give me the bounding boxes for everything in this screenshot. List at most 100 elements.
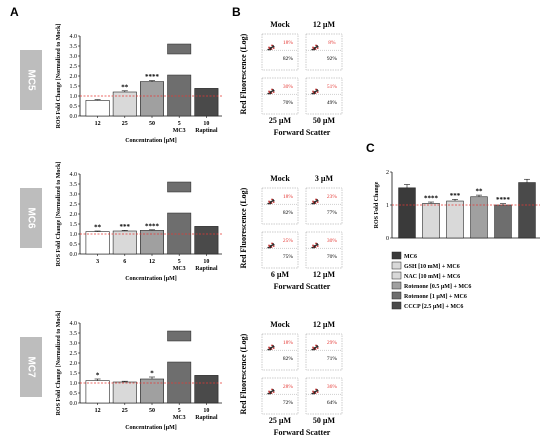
y-tick-label: 2.0 (70, 361, 78, 367)
scatter-dot (311, 202, 314, 205)
x-tick-label: 10 (203, 408, 209, 414)
significance-label: **** (145, 73, 160, 81)
scatter-dot (315, 198, 317, 201)
percent-high: 51% (327, 84, 338, 90)
scatter-dot (312, 90, 314, 93)
y-tick-label: 1.5 (70, 222, 78, 228)
x-tick-label: 50 (149, 408, 155, 414)
scatter-dot (269, 202, 271, 205)
flow-plot-cell (261, 77, 299, 115)
bar (112, 230, 137, 255)
scatter-dot (312, 244, 314, 247)
y-axis-label: ROS Fold Change [Normalized to Mock] (56, 311, 62, 416)
scatter-dot (312, 390, 314, 393)
x-tick-label: 10 (203, 121, 209, 127)
y-tick-label: 1.5 (70, 84, 78, 90)
scatter-dot (315, 244, 318, 246)
side-label-box (20, 50, 42, 110)
flow-plot-cell (305, 377, 343, 415)
legend-label: NAC [10 mM] + MC6 (404, 274, 460, 280)
side-label: MC5 (25, 69, 36, 91)
y-tick-label: 3.0 (70, 54, 78, 60)
flow-bottom-label: 25 µM (269, 116, 292, 125)
scatter-dot (312, 200, 314, 203)
scatter-dot (315, 88, 317, 91)
flow-bottom-label: 50 µM (313, 416, 336, 425)
percent-low: 70% (283, 100, 294, 106)
y-axis-label: ROS Fold Change [Normalized to Mock] (56, 162, 62, 267)
y-tick-label: 2.5 (70, 64, 78, 70)
flow-bottom-label: 25 µM (269, 416, 292, 425)
flow-plot-cell (261, 231, 299, 269)
scatter-dot (313, 392, 315, 395)
flow-x-label: Forward Scatter (274, 128, 331, 137)
scatter-dot (272, 347, 275, 349)
significance-label: ** (94, 224, 102, 232)
percent-high: 23% (327, 194, 338, 200)
flow-x-label: Forward Scatter (274, 282, 331, 291)
scatter-dot (272, 201, 275, 203)
x-tick-label: 5 (178, 259, 181, 265)
side-label-box (20, 337, 42, 397)
legend-label: GSH [10 mM] + MC6 (404, 264, 460, 270)
y-tick-label: 3.5 (70, 44, 78, 50)
bar (194, 88, 219, 117)
y-axis-label: ROS Fold Change [Normalized to Mock] (56, 24, 62, 129)
scatter-dot (315, 344, 317, 347)
x-tick-sublabel: Raptinal (195, 415, 218, 421)
percent-high: 18% (283, 40, 294, 46)
x-axis-label: Concentration [µM] (125, 138, 177, 144)
y-tick-label: 1 (386, 203, 389, 209)
bar (167, 43, 192, 55)
significance-label: ** (476, 188, 484, 196)
x-tick-sublabel: MC3 (173, 266, 186, 272)
scatter-dot (316, 245, 319, 247)
bar (140, 81, 164, 117)
y-tick-label: 3.5 (70, 331, 78, 337)
scatter-dot (315, 388, 317, 391)
y-tick-label: 4.0 (70, 34, 78, 40)
legend-swatch (391, 281, 402, 290)
scatter-dot (313, 48, 315, 51)
significance-label: **** (496, 196, 511, 204)
scatter-dot (313, 246, 315, 249)
scatter-dot (315, 90, 318, 92)
bar (470, 196, 488, 239)
scatter-dot (311, 92, 314, 95)
x-axis-label: Concentration [µM] (125, 276, 177, 282)
scatter-dot (271, 390, 274, 392)
flow-plot-cell (261, 33, 299, 71)
y-tick-label: 3.0 (70, 341, 78, 347)
bar (85, 380, 110, 404)
percent-high: 29% (327, 340, 338, 346)
percent-high: 18% (283, 194, 294, 200)
bar (518, 182, 536, 239)
x-tick-label: 25 (122, 408, 128, 414)
scatter-dot (316, 91, 319, 93)
percent-low: 72% (283, 400, 294, 406)
y-axis-label: ROS Fold Change (374, 181, 380, 228)
legend-swatch (391, 251, 402, 260)
flow-y-label: Red Fluorescence (Log) (239, 333, 248, 414)
scatter-dot (269, 392, 271, 395)
x-tick-sublabel: MC3 (173, 128, 186, 134)
significance-label: *** (450, 192, 461, 200)
x-tick-label: 50 (149, 121, 155, 127)
bar (85, 231, 110, 255)
flow-plot-cell (305, 77, 343, 115)
y-tick-label: 2 (386, 170, 389, 176)
y-tick-label: 0.0 (70, 114, 78, 120)
percent-high: 30% (283, 84, 294, 90)
scatter-dot (271, 244, 274, 246)
x-tick-label: 25 (122, 121, 128, 127)
bar (140, 378, 164, 404)
y-tick-label: 0 (386, 236, 389, 242)
percent-high: 18% (283, 340, 294, 346)
panel-label-a: A (10, 5, 19, 19)
scatter-dot (272, 245, 275, 247)
y-tick-label: 0.0 (70, 252, 78, 258)
percent-high: 8% (328, 40, 336, 46)
x-tick-label: 5 (178, 121, 181, 127)
y-tick-label: 1.0 (70, 232, 78, 238)
side-label: MC6 (25, 207, 36, 229)
